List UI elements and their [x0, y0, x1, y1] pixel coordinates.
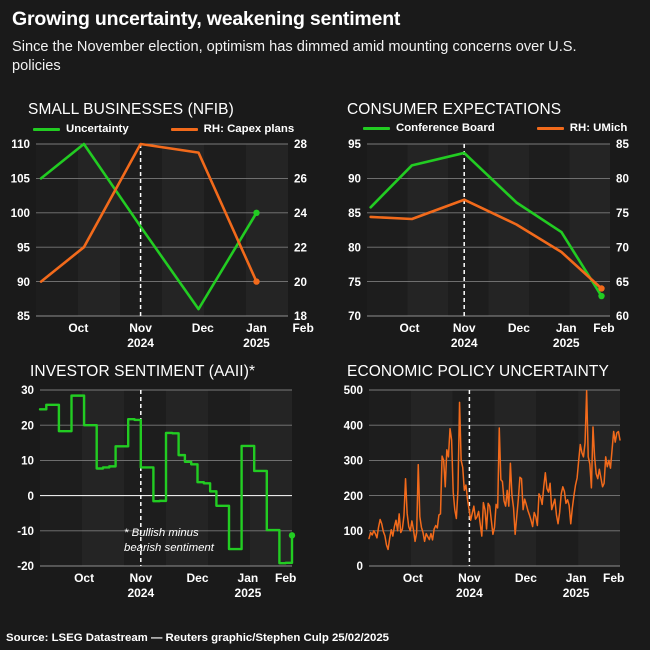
chart-panel-investor-sentiment: INVESTOR SENTIMENT (AAII)* -20 -10 0 10 20 30… — [0, 358, 325, 616]
svg-text:400: 400 — [344, 419, 363, 432]
svg-text:0: 0 — [357, 560, 363, 573]
svg-text:70: 70 — [616, 241, 629, 254]
svg-text:Nov: Nov — [458, 571, 481, 585]
page-title: Growing uncertainty, weakening sentiment — [12, 8, 401, 30]
svg-text:30: 30 — [21, 384, 34, 397]
legend-label-umich: RH: UMich — [569, 122, 628, 134]
legend-item-conference-board: Conference Board — [363, 122, 495, 134]
svg-text:75: 75 — [616, 207, 629, 220]
svg-text:Dec: Dec — [186, 571, 208, 585]
svg-text:2024: 2024 — [451, 336, 478, 350]
svg-text:22: 22 — [294, 241, 307, 254]
svg-text:100: 100 — [344, 525, 363, 538]
svg-text:Jan: Jan — [566, 571, 587, 585]
svg-text:65: 65 — [616, 276, 629, 289]
source-footer: Source: LSEG Datastream — Reuters graphi… — [6, 632, 389, 644]
svg-text:Dec: Dec — [192, 321, 214, 335]
svg-text:Nov: Nov — [129, 321, 152, 335]
svg-text:Nov: Nov — [453, 321, 476, 335]
svg-text:2025: 2025 — [243, 336, 270, 350]
svg-text:200: 200 — [344, 490, 363, 503]
chart-svg-small-businesses: 85 90 95 100 105 110 18 20 22 24 26 28 Oct Nov Dec Jan F… — [11, 138, 314, 350]
svg-text:Feb: Feb — [275, 571, 296, 585]
svg-text:85: 85 — [616, 138, 629, 151]
legend-swatch-umich — [536, 126, 564, 130]
svg-text:Feb: Feb — [603, 571, 624, 585]
svg-text:Feb: Feb — [292, 321, 313, 335]
legend-consumer-expectations: Conference Board RH: UMich — [363, 122, 627, 134]
svg-text:300: 300 — [344, 455, 363, 468]
svg-text:Jan: Jan — [246, 321, 267, 335]
chart-title-small-businesses: SMALL BUSINESSES (NFIB) — [28, 101, 234, 118]
page-subtitle: Since the November election, optimism ha… — [12, 39, 577, 74]
legend-label-uncertainty: Uncertainty — [66, 123, 129, 135]
chart-svg-economic-policy-uncertainty: 0 100 200 300 400 500 Oct Nov Dec Jan Feb 2024 2025 — [344, 384, 625, 600]
svg-text:105: 105 — [11, 173, 31, 186]
svg-text:20: 20 — [21, 419, 34, 432]
svg-text:Oct: Oct — [400, 321, 420, 335]
svg-text:60: 60 — [616, 310, 629, 323]
svg-text:70: 70 — [348, 310, 361, 323]
svg-text:Dec: Dec — [508, 321, 530, 335]
legend-item-umich: RH: UMich — [536, 122, 628, 134]
header: Growing uncertainty, weakening sentiment… — [0, 0, 650, 75]
svg-text:10: 10 — [21, 455, 34, 468]
svg-text:-10: -10 — [17, 525, 34, 538]
svg-text:Jan: Jan — [238, 571, 259, 585]
svg-text:85: 85 — [348, 207, 361, 220]
svg-text:-20: -20 — [17, 560, 34, 573]
svg-text:2024: 2024 — [456, 586, 483, 600]
svg-text:Feb: Feb — [593, 321, 614, 335]
chart-svg-investor-sentiment: -20 -10 0 10 20 30 Oct Nov Dec Jan Feb 2024 2025 * Bu… — [17, 384, 296, 600]
legend-small-businesses: Uncertainty RH: Capex plans — [33, 123, 294, 135]
svg-text:2024: 2024 — [127, 586, 154, 600]
svg-text:Jan: Jan — [556, 321, 577, 335]
legend-swatch-uncertainty — [33, 127, 60, 131]
svg-text:90: 90 — [348, 173, 361, 186]
svg-text:95: 95 — [17, 241, 30, 254]
legend-swatch-conference-board — [363, 126, 390, 130]
svg-text:bearish sentiment: bearish sentiment — [124, 542, 215, 554]
svg-text:100: 100 — [11, 207, 30, 220]
chart-panel-economic-policy-uncertainty: ECONOMIC POLICY UNCERTAINTY 0 100 200 300 40… — [325, 358, 650, 616]
svg-text:26: 26 — [294, 173, 307, 186]
svg-text:500: 500 — [344, 384, 363, 397]
chart-title-economic-policy-uncertainty: ECONOMIC POLICY UNCERTAINTY — [347, 363, 609, 380]
svg-text:20: 20 — [294, 276, 307, 289]
svg-text:28: 28 — [294, 138, 307, 151]
svg-text:2025: 2025 — [563, 586, 590, 600]
svg-text:Dec: Dec — [515, 571, 537, 585]
svg-text:80: 80 — [616, 173, 629, 186]
chart-title-investor-sentiment: INVESTOR SENTIMENT (AAII)* — [30, 363, 256, 380]
chart-panel-consumer-expectations: CONSUMER EXPECTATIONS Conference Board R… — [325, 96, 650, 358]
svg-text:75: 75 — [348, 276, 361, 289]
svg-text:85: 85 — [17, 310, 30, 323]
charts-grid: SMALL BUSINESSES (NFIB) Uncertainty RH: … — [0, 96, 650, 616]
svg-text:24: 24 — [294, 207, 307, 220]
svg-text:* Bullish minus: * Bullish minus — [124, 527, 199, 539]
svg-text:90: 90 — [17, 276, 30, 289]
svg-text:2024: 2024 — [127, 336, 154, 350]
svg-text:2025: 2025 — [553, 336, 580, 350]
legend-label-conference-board: Conference Board — [396, 122, 495, 134]
svg-text:18: 18 — [294, 310, 307, 323]
legend-item-capex: RH: Capex plans — [170, 123, 295, 135]
chart-title-consumer-expectations: CONSUMER EXPECTATIONS — [347, 101, 562, 118]
legend-label-capex: RH: Capex plans — [203, 123, 295, 135]
svg-text:Oct: Oct — [74, 571, 94, 585]
legend-swatch-capex — [170, 127, 198, 131]
legend-item-uncertainty: Uncertainty — [33, 123, 129, 135]
svg-text:110: 110 — [11, 138, 30, 151]
svg-text:2025: 2025 — [235, 586, 262, 600]
svg-text:95: 95 — [348, 138, 361, 151]
svg-text:Oct: Oct — [68, 321, 88, 335]
svg-text:80: 80 — [348, 241, 361, 254]
svg-text:Nov: Nov — [129, 571, 152, 585]
svg-text:0: 0 — [28, 490, 34, 503]
chart-svg-consumer-expectations: 70 75 80 85 90 95 60 65 70 75 80 85 Oct Nov Dec Jan Feb 2… — [348, 138, 629, 350]
chart-panel-small-businesses: SMALL BUSINESSES (NFIB) Uncertainty RH: … — [0, 96, 325, 358]
svg-text:Oct: Oct — [403, 571, 423, 585]
